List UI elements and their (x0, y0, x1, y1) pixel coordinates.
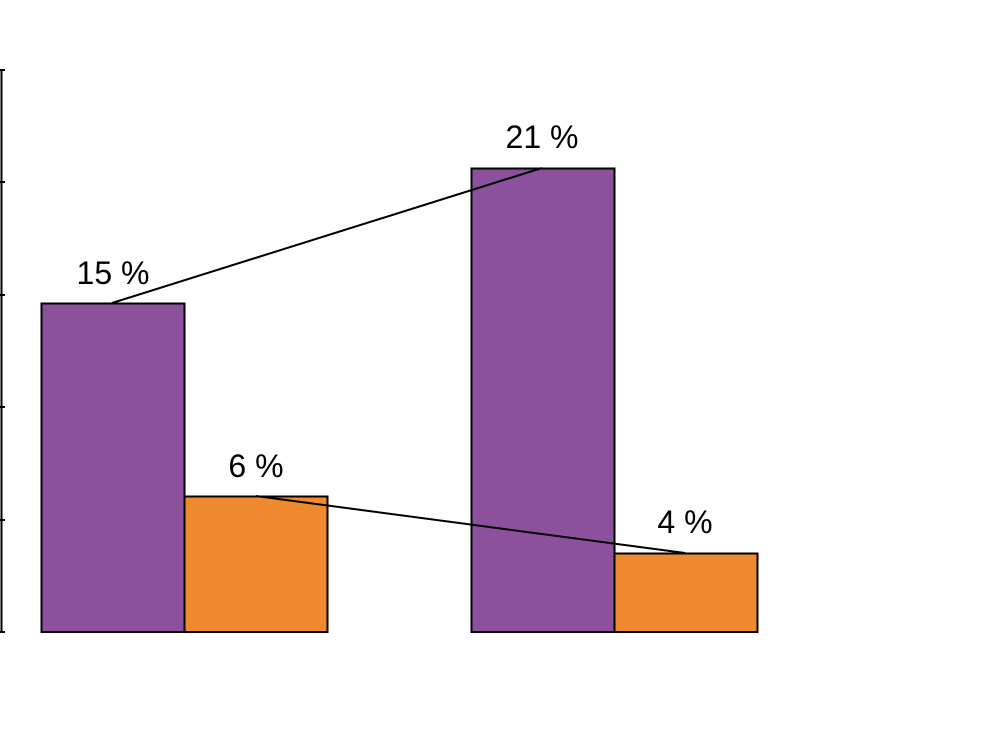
bar-series-a-group-1 (40, 302, 186, 633)
connector-line-series-a (111, 167, 543, 304)
bar-series-b-group-1 (183, 495, 329, 633)
y-axis (0, 69, 5, 633)
bar-group-1 (40, 302, 329, 633)
bar-group-2 (470, 167, 759, 633)
bar-series-a-group-2 (470, 167, 616, 633)
connector-line-series-b (255, 495, 686, 554)
value-label-b1: 6 % (228, 448, 283, 484)
value-label-a1: 15 % (77, 255, 150, 291)
value-label-b2: 4 % (657, 504, 712, 540)
bar-series-b-group-2 (613, 552, 759, 633)
value-label-a2: 21 % (506, 119, 579, 155)
